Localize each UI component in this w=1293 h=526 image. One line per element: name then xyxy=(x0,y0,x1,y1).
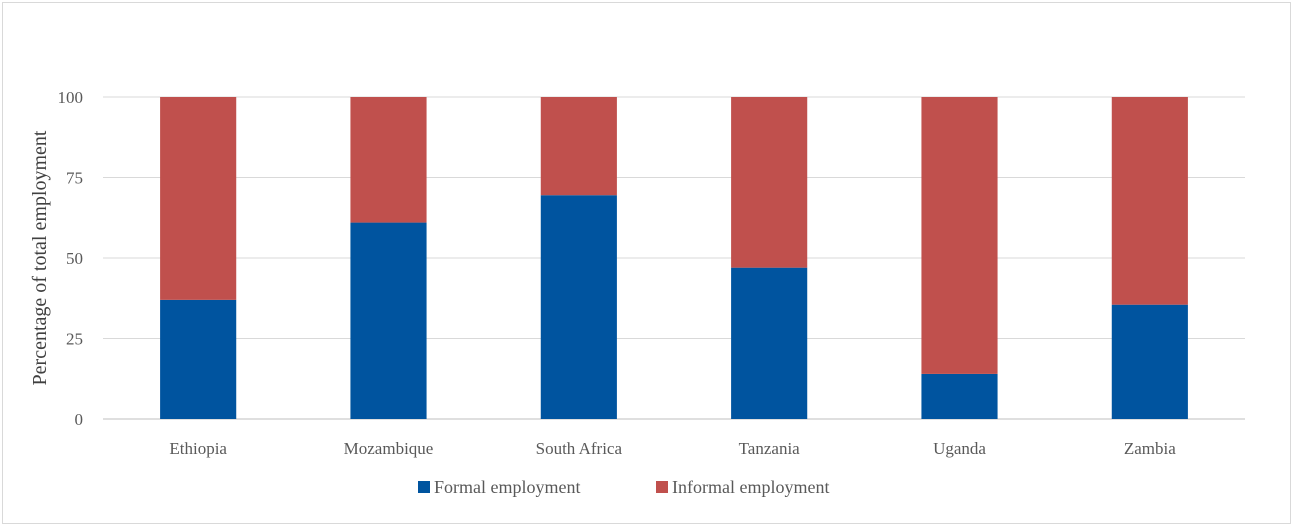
x-category-label: Mozambique xyxy=(344,439,434,458)
y-axis-title: Percentage of total employment xyxy=(29,130,51,385)
x-category-label: Ethiopia xyxy=(169,439,227,458)
y-tick-label: 25 xyxy=(66,330,83,349)
y-tick-labels: 0 25 50 75 100 xyxy=(58,88,84,429)
x-category-label: South Africa xyxy=(536,439,623,458)
x-category-labels: Ethiopia Mozambique South Africa Tanzania Ug… xyxy=(169,439,1176,458)
legend: Formal employment Informal employment xyxy=(418,477,829,497)
bar-informal-mozambique xyxy=(350,97,426,223)
y-tick-label: 100 xyxy=(58,88,84,107)
legend-label-informal: Informal employment xyxy=(672,477,829,497)
bar-formal-zambia xyxy=(1112,305,1188,419)
gridlines xyxy=(103,97,1245,419)
legend-swatch-formal xyxy=(418,481,430,493)
y-tick-label: 0 xyxy=(75,410,84,429)
bar-formal-uganda xyxy=(921,374,997,419)
y-tick-label: 75 xyxy=(66,169,83,188)
x-category-label: Tanzania xyxy=(739,439,801,458)
bar-informal-tanzania xyxy=(731,97,807,268)
bar-informal-zambia xyxy=(1112,97,1188,305)
bar-formal-south-africa xyxy=(541,195,617,419)
bar-formal-tanzania xyxy=(731,268,807,419)
y-tick-label: 50 xyxy=(66,249,83,268)
bar-formal-mozambique xyxy=(350,223,426,419)
bar-informal-uganda xyxy=(921,97,997,374)
x-category-label: Zambia xyxy=(1124,439,1176,458)
bar-informal-ethiopia xyxy=(160,97,236,300)
legend-swatch-informal xyxy=(656,481,668,493)
bar-formal-ethiopia xyxy=(160,300,236,419)
legend-label-formal: Formal employment xyxy=(434,477,580,497)
bar-informal-south-africa xyxy=(541,97,617,195)
x-category-label: Uganda xyxy=(933,439,986,458)
